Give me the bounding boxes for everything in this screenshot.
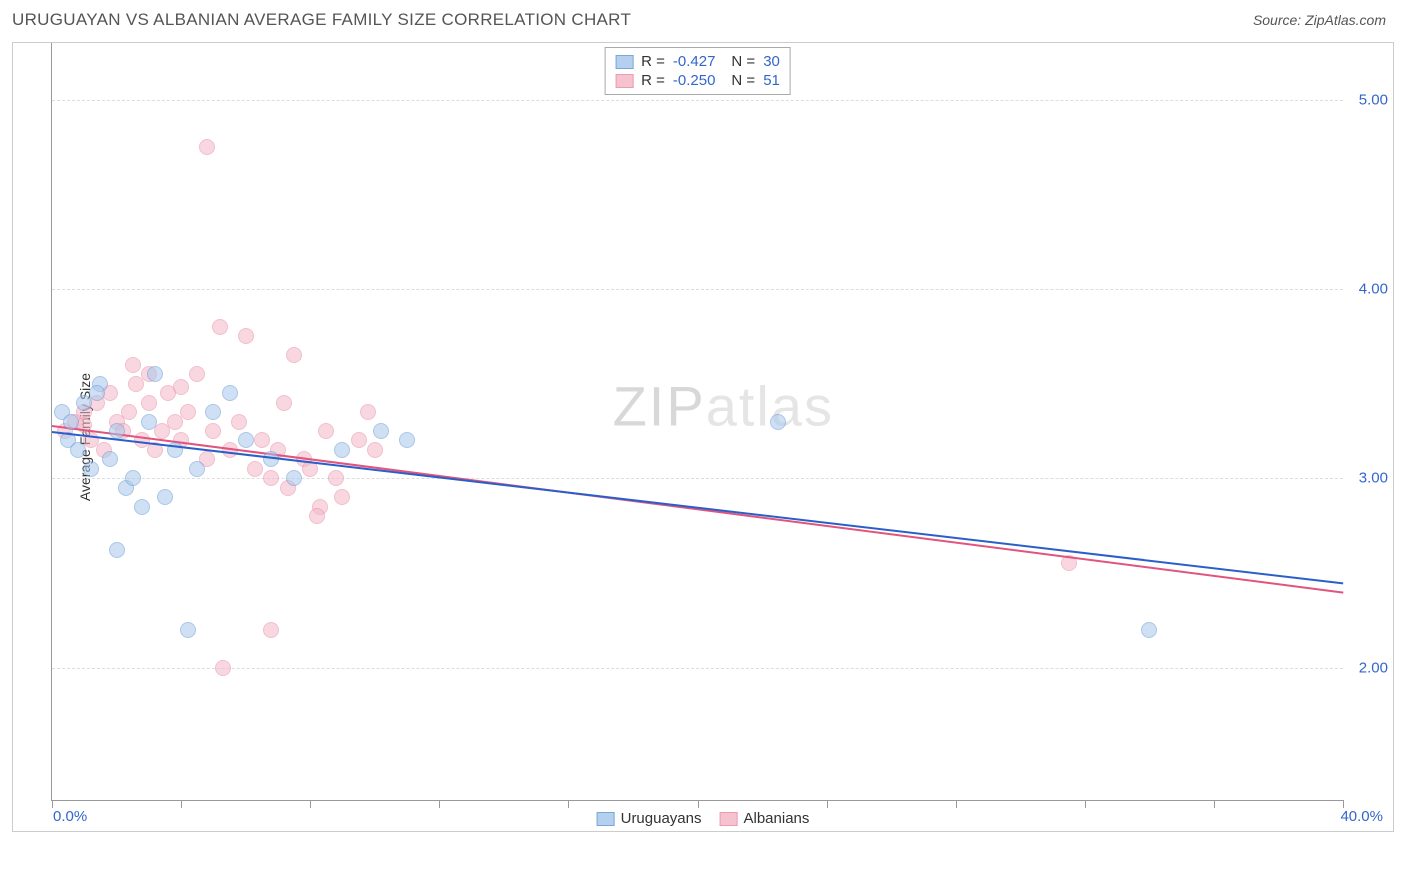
scatter-point-uruguayans	[238, 432, 254, 448]
scatter-point-albanians	[215, 660, 231, 676]
scatter-point-albanians	[189, 366, 205, 382]
scatter-point-uruguayans	[83, 461, 99, 477]
y-tick-label: 4.00	[1359, 281, 1388, 298]
scatter-point-uruguayans	[770, 414, 786, 430]
scatter-point-uruguayans	[147, 366, 163, 382]
correlation-stats-box: R = -0.427 N = 30 R = -0.250 N = 51	[604, 47, 791, 95]
scatter-point-albanians	[199, 139, 215, 155]
x-tick	[568, 800, 569, 808]
stats-row-uruguayans: R = -0.427 N = 30	[615, 52, 780, 71]
watermark: ZIPatlas	[613, 374, 834, 439]
x-tick	[827, 800, 828, 808]
gridline-h	[52, 100, 1343, 101]
scatter-point-albanians	[276, 395, 292, 411]
scatter-point-albanians	[318, 423, 334, 439]
x-tick	[439, 800, 440, 808]
x-tick	[698, 800, 699, 808]
x-axis-max-label: 40.0%	[1340, 808, 1383, 825]
scatter-point-uruguayans	[334, 442, 350, 458]
scatter-point-uruguayans	[205, 404, 221, 420]
scatter-point-albanians	[367, 442, 383, 458]
scatter-point-uruguayans	[157, 489, 173, 505]
x-tick	[1085, 800, 1086, 808]
scatter-point-uruguayans	[89, 385, 105, 401]
scatter-point-uruguayans	[109, 542, 125, 558]
scatter-point-albanians	[173, 379, 189, 395]
scatter-point-albanians	[263, 470, 279, 486]
plot-area: ZIPatlas R = -0.427 N = 30 R = -0.250 N …	[51, 43, 1343, 801]
y-tick-label: 3.00	[1359, 470, 1388, 487]
scatter-point-albanians	[180, 404, 196, 420]
scatter-point-albanians	[238, 328, 254, 344]
scatter-point-uruguayans	[70, 442, 86, 458]
scatter-point-uruguayans	[373, 423, 389, 439]
gridline-h	[52, 478, 1343, 479]
legend-item-uruguayans: Uruguayans	[597, 810, 702, 827]
scatter-point-uruguayans	[180, 622, 196, 638]
x-tick	[310, 800, 311, 808]
trendline-albanians	[52, 425, 1343, 594]
scatter-point-uruguayans	[63, 414, 79, 430]
gridline-h	[52, 668, 1343, 669]
scatter-point-uruguayans	[286, 470, 302, 486]
scatter-point-albanians	[125, 357, 141, 373]
scatter-point-albanians	[351, 432, 367, 448]
gridline-h	[52, 289, 1343, 290]
y-tick-label: 5.00	[1359, 91, 1388, 108]
chart-container: Average Family Size ZIPatlas R = -0.427 …	[12, 42, 1394, 832]
stats-row-albanians: R = -0.250 N = 51	[615, 71, 780, 90]
scatter-point-uruguayans	[222, 385, 238, 401]
scatter-point-albanians	[263, 622, 279, 638]
x-tick	[1343, 800, 1344, 808]
scatter-point-albanians	[309, 508, 325, 524]
y-tick-label: 2.00	[1359, 659, 1388, 676]
x-tick	[956, 800, 957, 808]
scatter-point-uruguayans	[134, 499, 150, 515]
legend-item-albanians: Albanians	[720, 810, 810, 827]
scatter-point-albanians	[360, 404, 376, 420]
legend-swatch-uruguayans	[597, 812, 615, 826]
scatter-point-albanians	[254, 432, 270, 448]
legend: Uruguayans Albanians	[597, 810, 810, 827]
scatter-point-uruguayans	[102, 451, 118, 467]
chart-source: Source: ZipAtlas.com	[1253, 12, 1386, 28]
scatter-point-albanians	[247, 461, 263, 477]
chart-title: URUGUAYAN VS ALBANIAN AVERAGE FAMILY SIZ…	[12, 10, 631, 30]
swatch-albanians	[615, 74, 633, 88]
scatter-point-albanians	[212, 319, 228, 335]
scatter-point-albanians	[334, 489, 350, 505]
scatter-point-uruguayans	[109, 423, 125, 439]
scatter-point-albanians	[286, 347, 302, 363]
scatter-point-uruguayans	[141, 414, 157, 430]
x-tick	[52, 800, 53, 808]
trendline-uruguayans	[52, 431, 1343, 584]
legend-swatch-albanians	[720, 812, 738, 826]
scatter-point-uruguayans	[125, 470, 141, 486]
scatter-point-albanians	[231, 414, 247, 430]
scatter-point-uruguayans	[1141, 622, 1157, 638]
scatter-point-uruguayans	[189, 461, 205, 477]
scatter-point-albanians	[328, 470, 344, 486]
scatter-point-uruguayans	[399, 432, 415, 448]
scatter-point-albanians	[121, 404, 137, 420]
scatter-point-albanians	[141, 395, 157, 411]
x-axis-min-label: 0.0%	[53, 808, 87, 825]
x-tick	[1214, 800, 1215, 808]
x-tick	[181, 800, 182, 808]
swatch-uruguayans	[615, 55, 633, 69]
chart-header: URUGUAYAN VS ALBANIAN AVERAGE FAMILY SIZ…	[0, 0, 1406, 38]
scatter-point-albanians	[205, 423, 221, 439]
